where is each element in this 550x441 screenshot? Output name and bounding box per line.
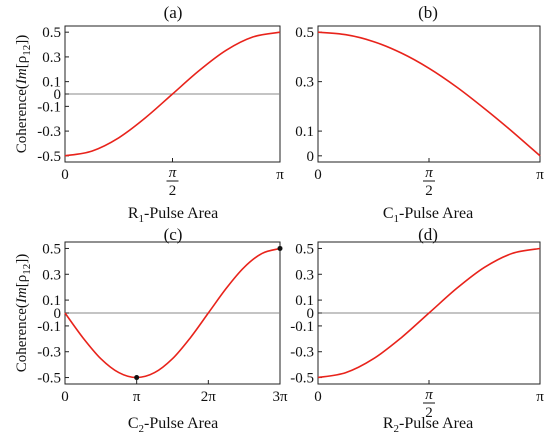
x-tick-label: π [276, 167, 284, 183]
y-tick-label: 0.3 [295, 75, 314, 91]
y-tick-label: -0.1 [37, 99, 61, 115]
y-axis-label: Coherence(Im[ρ12]) [14, 254, 33, 372]
x-tick-label: 3π [272, 389, 288, 405]
series-line [317, 247, 541, 379]
y-tick-label: -0.3 [37, 345, 61, 361]
x-tick-label: π2 [423, 165, 436, 199]
plot-frame [317, 25, 541, 163]
x-tick-label: 2π [201, 389, 217, 405]
x-tick-label: π [536, 389, 544, 405]
x-tick-label: 0 [314, 389, 322, 405]
y-tick-label: -0.5 [37, 371, 61, 387]
series-line [64, 247, 281, 379]
panel-title: (d) [418, 225, 438, 244]
y-tick-label: -0.1 [37, 319, 61, 335]
x-tick-label: 0 [314, 167, 322, 183]
data-point-marker [277, 245, 283, 251]
y-tick-label: -0.1 [290, 319, 314, 335]
series-line [317, 31, 541, 157]
y-tick-label: 0.1 [42, 75, 61, 91]
y-tick-label: -0.3 [37, 124, 61, 140]
y-tick-label: 0 [54, 87, 62, 103]
panel-title: (a) [164, 3, 183, 22]
panel-c: (c)0.50.30.10-0.1-0.3-0.50 π 2π 3πC2-Pulse … [37, 225, 288, 435]
y-tick-label: -0.3 [290, 345, 314, 361]
x-axis-label: R2-Pulse Area [383, 415, 473, 435]
y-tick-label: 0.3 [295, 267, 314, 283]
panel-title: (c) [164, 225, 183, 244]
x-tick-label: π [133, 389, 141, 405]
y-tick-label: 0.1 [295, 293, 314, 309]
data-point-marker [134, 375, 140, 381]
y-tick-label: 0.3 [42, 50, 61, 66]
y-tick-label: -0.5 [290, 371, 314, 387]
y-tick-label: -0.5 [37, 149, 61, 165]
svg-text:π: π [425, 387, 433, 403]
y-tick-label: 0 [54, 306, 62, 322]
x-tick-label: π2 [423, 387, 436, 421]
x-tick-label: π [536, 167, 544, 183]
y-tick-label: 0.3 [42, 267, 61, 283]
y-tick-label: 0.1 [42, 293, 61, 309]
x-axis-label: R1-Pulse Area [128, 205, 218, 225]
x-axis-label: C1-Pulse Area [383, 205, 473, 225]
x-axis-label: C2-Pulse Area [128, 415, 218, 435]
svg-text:π: π [425, 165, 433, 181]
x-tick-label: 0 [61, 389, 69, 405]
svg-text:π: π [169, 165, 177, 181]
y-tick-label: 0 [307, 306, 315, 322]
y-axis-label: Coherence(Im[ρ12]) [14, 35, 33, 153]
y-tick-label: 0.1 [295, 124, 314, 140]
x-tick-label: 0 [61, 167, 69, 183]
svg-text:2: 2 [425, 183, 433, 199]
x-tick-label: π2 [166, 165, 179, 199]
y-tick-label: 0 [307, 149, 315, 165]
y-tick-label: 0.5 [295, 241, 314, 257]
y-tick-label: 0.5 [42, 241, 61, 257]
series-line [64, 31, 281, 157]
y-tick-label: 0.5 [295, 25, 314, 41]
svg-text:2: 2 [169, 183, 177, 199]
panel-title: (b) [418, 3, 438, 22]
svg-text:2: 2 [425, 405, 433, 421]
y-tick-label: 0.5 [42, 25, 61, 41]
